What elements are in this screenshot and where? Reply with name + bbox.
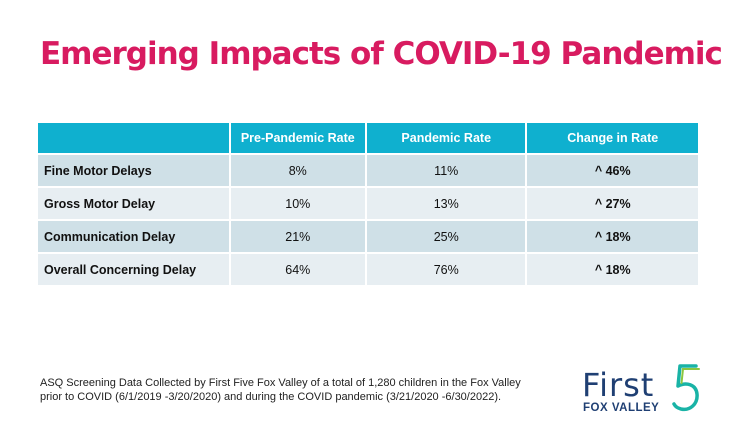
row-label: Fine Motor Delays — [38, 155, 229, 186]
header-cell-change-in-rate: Change in Rate — [527, 123, 698, 153]
table-row: Gross Motor Delay 10% 13% ^ 27% — [38, 188, 698, 219]
impact-table: Pre-Pandemic Rate Pandemic Rate Change i… — [36, 121, 700, 287]
slide-title: Emerging Impacts of COVID-19 Pandemic — [40, 36, 723, 72]
pre-pandemic-rate-cell: 21% — [230, 221, 365, 252]
pandemic-rate-cell: 25% — [366, 221, 526, 252]
row-label: Overall Concerning Delay — [38, 254, 229, 285]
logo-five-icon — [672, 364, 700, 412]
change-in-rate-cell: ^ 18% — [527, 221, 698, 252]
change-in-rate-cell: ^ 27% — [527, 188, 698, 219]
pre-pandemic-rate-cell: 8% — [230, 155, 365, 186]
pandemic-rate-cell: 11% — [366, 155, 526, 186]
pre-pandemic-rate-cell: 10% — [230, 188, 365, 219]
pandemic-rate-cell: 13% — [366, 188, 526, 219]
footnote-line-2: prior to COVID (6/1/2019 -3/20/2020) and… — [40, 391, 502, 403]
logo-subtitle: FOX VALLEY — [583, 402, 660, 414]
table-row: Communication Delay 21% 25% ^ 18% — [38, 221, 698, 252]
header-cell-pandemic-rate: Pandemic Rate — [366, 123, 526, 153]
pre-pandemic-rate-cell: 64% — [230, 254, 365, 285]
table-row: Fine Motor Delays 8% 11% ^ 46% — [38, 155, 698, 186]
change-in-rate-cell: ^ 18% — [527, 254, 698, 285]
table-row: Overall Concerning Delay 64% 76% ^ 18% — [38, 254, 698, 285]
row-label: Communication Delay — [38, 221, 229, 252]
header-cell-empty — [38, 123, 229, 153]
row-label: Gross Motor Delay — [38, 188, 229, 219]
source-footnote: ASQ Screening Data Collected by First Fi… — [40, 376, 560, 404]
change-in-rate-cell: ^ 46% — [527, 155, 698, 186]
table-header-row: Pre-Pandemic Rate Pandemic Rate Change i… — [38, 123, 698, 153]
header-cell-pre-pandemic-rate: Pre-Pandemic Rate — [230, 123, 365, 153]
logo-wordmark: First — [582, 366, 655, 404]
footnote-line-1: ASQ Screening Data Collected by First Fi… — [40, 377, 521, 389]
pandemic-rate-cell: 76% — [366, 254, 526, 285]
first-five-fox-valley-logo: First FOX VALLEY — [582, 364, 712, 424]
